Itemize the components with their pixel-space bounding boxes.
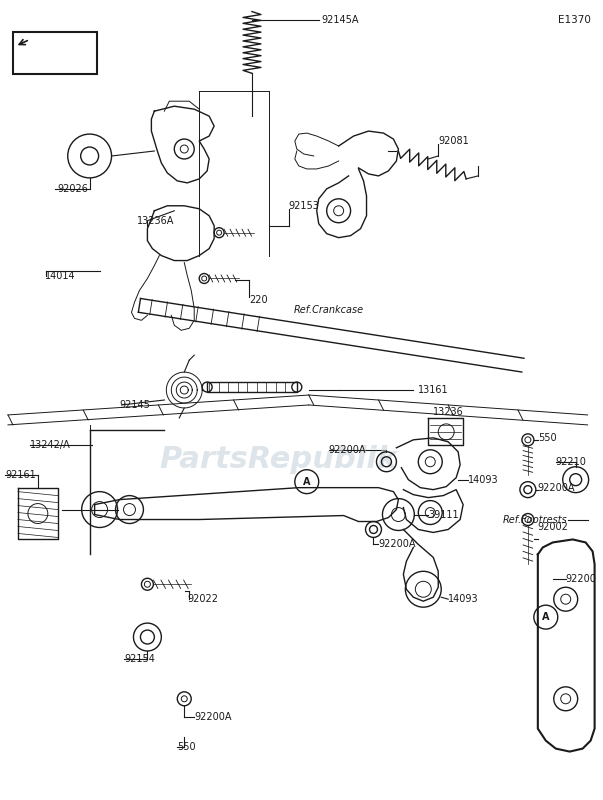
- Text: 92145A: 92145A: [322, 14, 359, 25]
- Text: FRONT: FRONT: [31, 47, 78, 60]
- Text: 92210: 92210: [556, 457, 587, 466]
- Text: 14014: 14014: [45, 270, 75, 281]
- Text: PartsRepublik: PartsRepublik: [160, 446, 398, 474]
- FancyBboxPatch shape: [13, 33, 96, 74]
- Text: 92200A: 92200A: [538, 482, 575, 493]
- Text: 92200A: 92200A: [329, 445, 366, 454]
- Text: E1370: E1370: [558, 14, 590, 25]
- Text: 92153: 92153: [289, 201, 320, 210]
- Bar: [207, 382, 297, 392]
- Text: 92200A: 92200A: [194, 712, 232, 722]
- Text: Ref.Crankcase: Ref.Crankcase: [294, 306, 364, 315]
- Text: 13161: 13161: [418, 385, 449, 395]
- Text: 14093: 14093: [468, 474, 499, 485]
- Text: 13236A: 13236A: [137, 216, 175, 226]
- Text: 92145: 92145: [119, 400, 150, 410]
- Text: 92200: 92200: [566, 574, 596, 584]
- Text: 39111: 39111: [428, 510, 459, 519]
- Text: 92154: 92154: [124, 654, 156, 664]
- Text: 14093: 14093: [448, 594, 479, 604]
- Text: 220: 220: [249, 295, 268, 306]
- Text: A: A: [542, 612, 549, 622]
- Text: A: A: [303, 477, 311, 486]
- Text: 550: 550: [538, 433, 557, 443]
- Text: 92161: 92161: [5, 470, 36, 480]
- Text: 92026: 92026: [58, 184, 89, 194]
- Text: 550: 550: [177, 742, 196, 752]
- Text: Ref.Footrests: Ref.Footrests: [503, 514, 567, 525]
- Text: 92002: 92002: [538, 522, 569, 533]
- Text: 13236: 13236: [434, 407, 464, 417]
- Text: 92081: 92081: [438, 136, 469, 146]
- Text: 92200A: 92200A: [379, 539, 416, 550]
- Text: 13242/A: 13242/A: [30, 440, 71, 450]
- Text: 92022: 92022: [188, 594, 218, 604]
